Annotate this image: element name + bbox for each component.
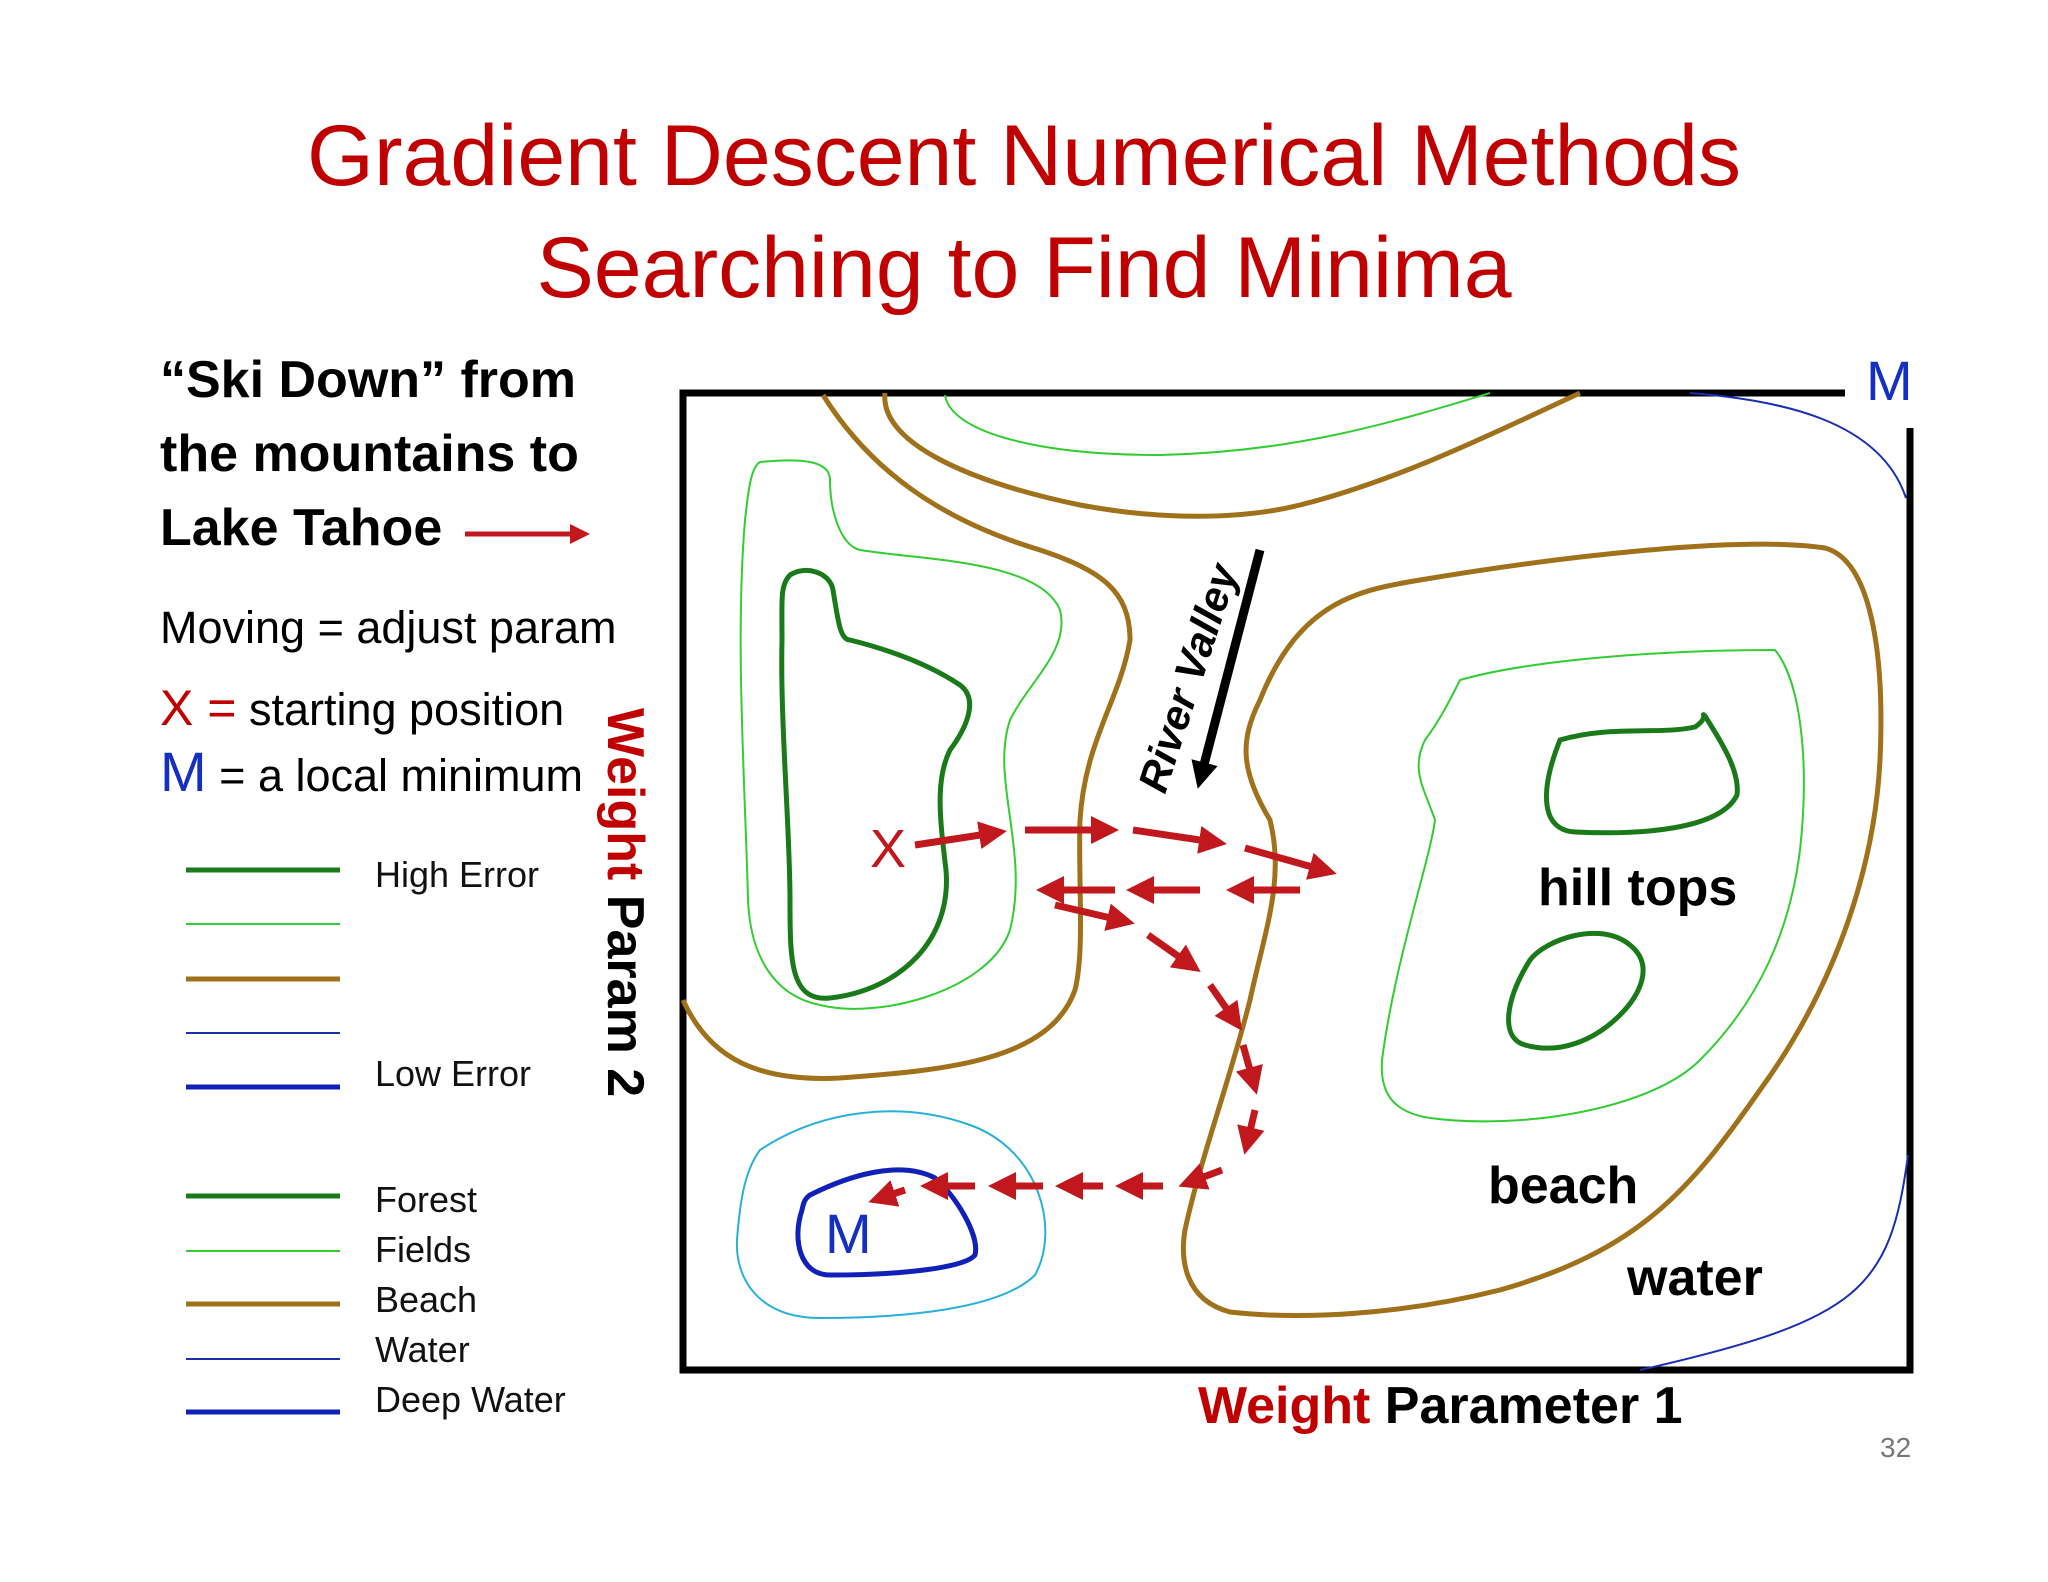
hilltop-contour-lower bbox=[1506, 930, 1646, 1051]
path-step-18 bbox=[868, 1180, 907, 1207]
x-axis-label: Weight Parameter 1 bbox=[1198, 1377, 1683, 1435]
intro-line-3: Lake Tahoe bbox=[160, 499, 443, 557]
y-axis-prefix: Weight bbox=[596, 708, 654, 880]
page-number: 32 bbox=[1880, 1432, 1912, 1463]
legend-fields: Fields bbox=[375, 1229, 472, 1270]
x-note-desc: starting position bbox=[236, 684, 565, 735]
legend-deep-water: Deep Water bbox=[375, 1379, 566, 1420]
river-valley-arrow-icon bbox=[1191, 548, 1265, 789]
map-frame bbox=[679, 389, 1914, 1374]
x-axis-prefix: Weight bbox=[1198, 1377, 1370, 1435]
fields-contour-right-island bbox=[1380, 648, 1805, 1123]
fields-contour-top bbox=[944, 392, 1491, 457]
beach-label: beach bbox=[1488, 1157, 1638, 1215]
legend-forest: Forest bbox=[375, 1179, 478, 1220]
intro-line-2: the mountains to bbox=[160, 425, 579, 483]
x-note: X = starting position bbox=[160, 680, 564, 738]
legend-swatches bbox=[186, 867, 340, 1415]
intro-line-1: “Ski Down” from bbox=[160, 351, 577, 409]
path-step-13 bbox=[1178, 1163, 1224, 1190]
lake-contour bbox=[735, 1110, 1047, 1320]
water-contour-bottom-right bbox=[1639, 1154, 1909, 1371]
beach-contour-top bbox=[882, 390, 1582, 519]
fields-contour-left-mountain bbox=[739, 459, 1063, 1010]
deep-water-contour bbox=[795, 1167, 979, 1278]
start-marker-x: X bbox=[870, 819, 906, 879]
water-label: water bbox=[1626, 1249, 1763, 1307]
path-step-1 bbox=[914, 821, 1007, 850]
legend-high-error: High Error bbox=[375, 854, 540, 895]
title-line-2: Searching to Find Minima bbox=[536, 220, 1512, 316]
m-note: M = a local minimum bbox=[160, 744, 583, 804]
legend-water: Water bbox=[375, 1329, 470, 1370]
legend-low-error: Low Error bbox=[375, 1053, 532, 1094]
y-axis-suffix: Param 2 bbox=[596, 880, 654, 1097]
hill-tops-label: hill tops bbox=[1538, 859, 1737, 917]
corner-minimum-marker: M bbox=[1866, 349, 1913, 412]
title-line-1: Gradient Descent Numerical Methods bbox=[307, 108, 1741, 204]
path-step-11 bbox=[1235, 1044, 1263, 1095]
path-step-4 bbox=[1244, 844, 1337, 880]
y-axis-label: Weight Param 2 bbox=[596, 708, 654, 1097]
path-step-3 bbox=[1132, 826, 1227, 854]
moving-note: Moving = adjust param bbox=[160, 602, 617, 653]
hilltop-contour-upper bbox=[1544, 712, 1740, 836]
path-step-8 bbox=[1054, 901, 1135, 931]
beach-contour-right-island bbox=[1180, 541, 1884, 1319]
local-minimum-marker: M bbox=[825, 1202, 872, 1265]
path-step-10 bbox=[1207, 982, 1243, 1031]
path-step-12 bbox=[1237, 1109, 1265, 1155]
x-note-symbol: X = bbox=[160, 680, 237, 736]
water-contour-top-right bbox=[1689, 392, 1907, 499]
beach-contour-left-mountain bbox=[680, 393, 1133, 1081]
forest-contour-left-mountain bbox=[779, 568, 972, 1001]
x-axis-suffix: Parameter 1 bbox=[1370, 1377, 1682, 1435]
legend-beach: Beach bbox=[375, 1279, 478, 1320]
m-note-symbol: M bbox=[160, 740, 207, 803]
path-step-9 bbox=[1145, 932, 1201, 973]
m-note-desc: = a local minimum bbox=[206, 750, 584, 801]
descent-path bbox=[868, 816, 1337, 1207]
